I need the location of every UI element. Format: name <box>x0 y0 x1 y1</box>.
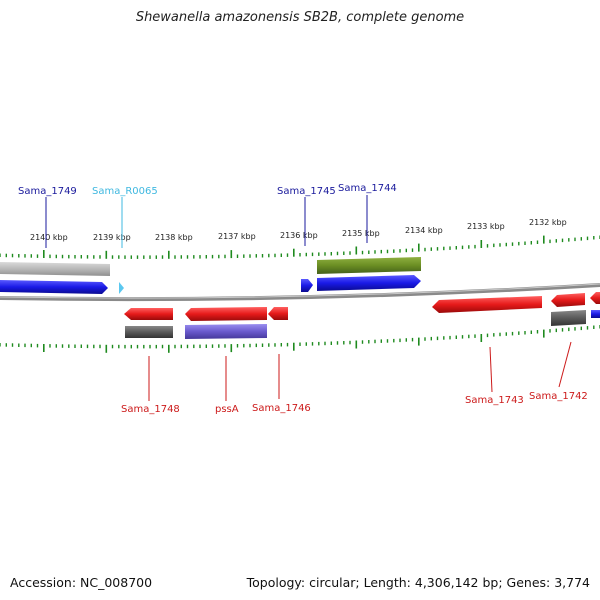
genome-backbone <box>0 283 600 302</box>
scale-label-2138: 2138 kbp <box>155 233 193 242</box>
gene-purple-pssa[interactable] <box>185 324 267 339</box>
scale-label-2133: 2133 kbp <box>467 222 505 231</box>
inner-ruler <box>0 325 600 353</box>
scale-label-2135: 2135 kbp <box>342 229 380 238</box>
gene-dark-1742[interactable] <box>551 310 586 326</box>
gene-labels: Sama_1749 Sama_R0065 Sama_1745 Sama_1744… <box>18 183 588 415</box>
gene-label-sama-1746[interactable]: Sama_1746 <box>252 403 311 414</box>
gene-rna-sama-r0065[interactable] <box>119 282 124 294</box>
gene-blue-sama-1749[interactable] <box>0 280 108 294</box>
leader-lines <box>45 195 572 401</box>
gene-gray-left[interactable] <box>0 262 110 276</box>
gene-label-sama-1745[interactable]: Sama_1745 <box>277 186 336 197</box>
scale-label-2134: 2134 kbp <box>405 226 443 235</box>
topology-text: Topology: circular; Length: 4,306,142 bp… <box>246 575 590 590</box>
scale-label-2140: 2140 kbp <box>30 233 68 242</box>
gene-label-sama-1743[interactable]: Sama_1743 <box>465 395 524 406</box>
gene-label-pssa[interactable]: pssA <box>215 404 239 415</box>
gene-red-sama-1746[interactable] <box>268 307 288 320</box>
gene-blue-edge[interactable] <box>591 310 600 318</box>
gene-label-sama-1744[interactable]: Sama_1744 <box>338 183 397 194</box>
gene-red-sama-1742[interactable] <box>551 293 585 307</box>
gene-blue-sama-1745[interactable] <box>301 279 313 292</box>
gene-label-sama-r0065[interactable]: Sama_R0065 <box>92 186 158 197</box>
gene-red-edge[interactable] <box>590 292 600 304</box>
gene-label-sama-1742[interactable]: Sama_1742 <box>529 391 588 402</box>
gene-red-pssa[interactable] <box>185 307 267 321</box>
gene-label-sama-1748[interactable]: Sama_1748 <box>121 404 180 415</box>
page-title: Shewanella amazonensis SB2B, complete ge… <box>135 10 465 25</box>
scale-label-2136: 2136 kbp <box>280 231 318 240</box>
scale-labels: 2140 kbp 2139 kbp 2138 kbp 2137 kbp 2136… <box>30 218 567 242</box>
gene-blue-sama-1744[interactable] <box>317 275 421 291</box>
accession-text: Accession: NC_008700 <box>10 575 153 590</box>
gene-red-sama-1748[interactable] <box>124 308 173 320</box>
outer-ruler <box>0 235 600 259</box>
gene-label-sama-1749[interactable]: Sama_1749 <box>18 186 77 197</box>
gene-red-sama-1743[interactable] <box>432 296 542 313</box>
scale-label-2137: 2137 kbp <box>218 232 256 241</box>
scale-label-2132: 2132 kbp <box>529 218 567 227</box>
gene-dark-1748[interactable] <box>125 326 173 338</box>
gene-olive[interactable] <box>317 257 421 274</box>
scale-label-2139: 2139 kbp <box>93 233 131 242</box>
